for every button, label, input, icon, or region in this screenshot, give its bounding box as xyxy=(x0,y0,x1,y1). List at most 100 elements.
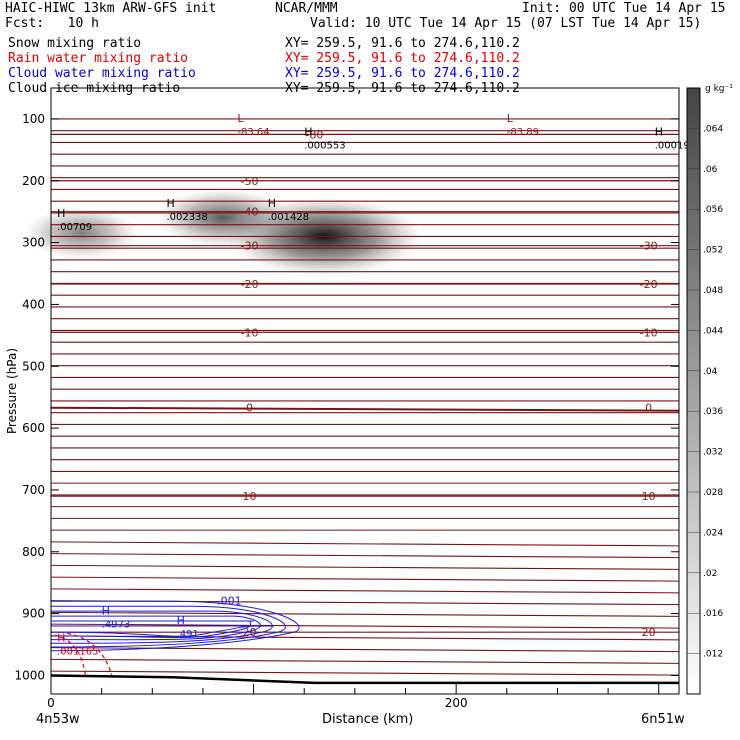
contour-label-right-6: 0 xyxy=(645,402,652,415)
colorbar-label-2: .02 xyxy=(703,569,717,579)
y-tick-label-4: 500 xyxy=(22,359,45,373)
contour-label-right-3: -30 xyxy=(640,240,658,253)
contour-label-1: -50 xyxy=(241,175,259,188)
contour-label-4: -20 xyxy=(241,278,259,291)
contour-label-right-7: 10 xyxy=(642,490,656,503)
field-rain-name: Rain water mixing ratio xyxy=(8,51,189,66)
ice-blob-2 xyxy=(23,207,140,260)
contour-label-3: -30 xyxy=(241,240,259,253)
extremum-type-7: H xyxy=(102,605,110,618)
colorbar-label-4: .028 xyxy=(703,488,723,498)
plot-frame xyxy=(50,87,680,695)
y-axis-title: Pressure (hPa) xyxy=(5,348,19,434)
colorbar-label-0: .012 xyxy=(703,650,723,660)
extremum-value-6: .001428 xyxy=(268,212,309,223)
ice-blob-1 xyxy=(156,188,291,247)
x-tick-label-1: 200 xyxy=(445,696,468,710)
colorbar-label-3: .024 xyxy=(703,528,723,538)
org-label: NCAR/MMM xyxy=(275,1,338,16)
y-tick-label-0: 100 xyxy=(22,112,45,126)
model-title: HAIC-HIWC 13km ARW-GFS init xyxy=(5,1,217,16)
field-cloudwater-name: Cloud water mixing ratio xyxy=(8,66,196,81)
plot-area: -80 -50 -40 -30 -30 -20 -20 -10 -10 0 0 10 10 20 20 .00… xyxy=(23,112,690,685)
colorbar-label-9: .048 xyxy=(703,286,723,296)
extremum-type-2: H xyxy=(304,125,312,138)
extremum-type-4: H xyxy=(57,207,65,220)
colorbar: .012 .016 .02 .024 .028 .032 .036 .04 .044 .048 .0… xyxy=(686,87,723,695)
terrain-line xyxy=(50,674,679,685)
isotherm-47 xyxy=(50,670,680,676)
contour-label-right-4: -20 xyxy=(640,278,658,291)
isotherm-40 xyxy=(50,588,680,594)
right-endpoint: 6n51w xyxy=(641,712,685,727)
extremum-value-9: .001165 xyxy=(57,646,98,657)
y-tick-label-2: 300 xyxy=(22,236,45,250)
colorbar-label-8: .044 xyxy=(703,326,723,336)
colorbar-label-12: .06 xyxy=(703,165,718,175)
cloud-water-contour-1 xyxy=(50,605,286,648)
contour-label-7: 10 xyxy=(243,490,257,503)
contour-label-8: 20 xyxy=(243,626,257,639)
cloud-water-contour-5 xyxy=(50,625,274,637)
y-tick-label-9: 1000 xyxy=(14,668,45,682)
colorbar-label-13: .064 xyxy=(703,124,723,134)
y-tick-label-3: 400 xyxy=(22,297,45,311)
colorbar-ramp xyxy=(686,87,701,695)
extremum-type-5: H xyxy=(166,197,174,210)
field-snow-name: Snow mixing ratio xyxy=(8,36,142,51)
extremum-type-3: H xyxy=(655,125,663,138)
field-snow-xy: XY= 259.5, 91.6 to 274.6,110.2 xyxy=(285,36,520,51)
extremum-value-2: .000553 xyxy=(304,140,345,151)
y-tick-label-7: 800 xyxy=(22,545,45,559)
extremum-type-8: H xyxy=(177,614,185,627)
colorbar-label-10: .052 xyxy=(703,246,723,256)
x-axis-title: Distance (km) xyxy=(322,712,414,727)
isotherm-38 xyxy=(50,564,680,570)
colorbar-label-6: .036 xyxy=(703,407,723,417)
contour-label-right-8: 20 xyxy=(642,626,656,639)
isotherm-44 xyxy=(50,635,680,641)
isotherm-37 xyxy=(50,553,680,559)
extremum-type-6: H xyxy=(268,197,276,210)
extremum-type-9: H xyxy=(57,631,65,644)
rain-contour-0 xyxy=(54,634,87,676)
extremum-value-4: .00709 xyxy=(57,222,92,233)
isotherm-46 xyxy=(50,658,680,664)
isotherm-39 xyxy=(50,576,680,582)
isotherm-43 xyxy=(50,623,680,629)
y-tick-label-5: 600 xyxy=(22,421,45,435)
field-rain-xy: XY= 259.5, 91.6 to 274.6,110.2 xyxy=(285,51,520,66)
colorbar-unit: g kg⁻¹ xyxy=(705,84,733,94)
extremum-value-3: .00019 xyxy=(655,140,690,151)
y-tick-label-6: 700 xyxy=(22,483,45,497)
isotherm-42 xyxy=(50,611,680,617)
extremum-value-8: .491 xyxy=(177,629,199,640)
extremum-value-0: -83.64 xyxy=(237,127,269,138)
contour-label-6: 0 xyxy=(246,402,253,415)
contour-6 xyxy=(50,406,680,412)
cloud-water-contour-0 xyxy=(50,600,300,652)
cloud-water-contour-3 xyxy=(50,615,261,641)
left-endpoint: 4n53w xyxy=(36,712,80,727)
cloud-water-label-0: .001 xyxy=(217,594,242,607)
contour-label-5: -10 xyxy=(241,326,259,339)
cloud-water-contour-2 xyxy=(50,610,273,644)
init-time: Init: 00 UTC Tue 14 Apr 15 xyxy=(522,1,726,16)
colorbar-label-7: .04 xyxy=(703,367,718,377)
colorbar-label-5: .032 xyxy=(703,448,723,458)
forecast-hour: Fcst: 10 h xyxy=(5,16,99,31)
extremum-type-0: L xyxy=(237,112,244,125)
axes: 1002003004005006007008009001000Pressure … xyxy=(5,87,680,710)
colorbar-label-1: .016 xyxy=(703,609,723,619)
extremum-type-1: L xyxy=(507,112,514,125)
contour-label-right-5: -10 xyxy=(640,326,658,339)
extremum-value-5: .002338 xyxy=(166,212,207,223)
cloud-water-contour-4 xyxy=(50,620,254,639)
y-tick-label-8: 900 xyxy=(22,607,45,621)
y-tick-label-1: 200 xyxy=(22,174,45,188)
valid-time: Valid: 10 UTC Tue 14 Apr 15 (07 LST Tue … xyxy=(310,16,702,31)
isotherm-36 xyxy=(50,541,680,547)
contour-label-2: -40 xyxy=(241,206,259,219)
x-tick-label-0: 0 xyxy=(47,696,55,710)
